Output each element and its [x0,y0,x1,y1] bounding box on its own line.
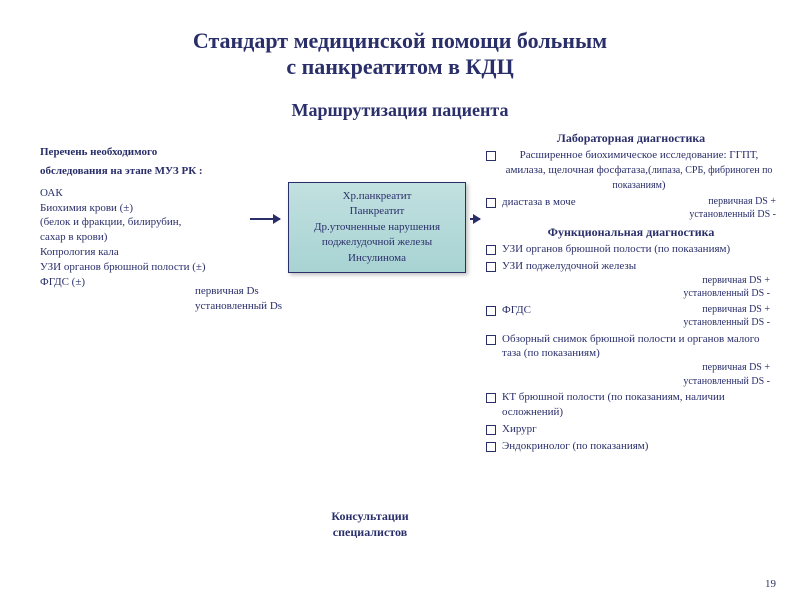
lab-header: Лабораторная диагностика [486,130,776,146]
center-l5: Инсулинома [293,251,461,266]
left-column: Перечень необходимого обследования на эт… [40,145,250,290]
center-l2: Панкреатит [293,204,461,219]
left-header-1: Перечень необходимого [40,145,250,160]
lab-item-2: диастаза в моче первичная DS + установле… [486,195,776,222]
left-header-2: обследования на этапе МУЗ РК : [40,164,250,179]
lab-item-2a: диастаза в моче [502,196,576,208]
center-l1: Хр.панкреатит [293,189,461,204]
func-item-3-note: первичная DS + установленный DS - [683,303,776,330]
func-header: Функциональная диагностика [486,224,776,240]
lab-item-1c: ) [662,179,666,191]
func-list: УЗИ органов брюшной полости (по показани… [486,242,776,454]
consult-item-2: Эндокринолог (по показаниям) [486,439,776,454]
left-list: ОАК Биохимия крови (±) (белок и фракции,… [40,186,250,290]
lab-list: Расширенное биохимическое исследование: … [486,148,776,222]
center-diagnosis-box: Хр.панкреатит Панкреатит Др.уточненные н… [288,182,466,273]
func-item-2-text: УЗИ поджелудочной железы [502,260,636,272]
ds-note: первичная Ds установленный Ds [195,284,282,314]
page-title: Стандарт медицинской помощи больным с па… [0,28,800,80]
center-l4: поджелудочной железы [293,235,461,250]
consult-item-1: Хирург [486,422,776,437]
func-item-4-text: Обзорный снимок брюшной полости и органо… [502,333,760,360]
func-item-2-note: первичная DS + установленный DS - [502,274,776,301]
consult-label: Консультации специалистов [300,508,440,540]
func-item-3-text: ФГДС [502,304,531,316]
lab-item-1: Расширенное биохимическое исследование: … [486,148,776,193]
arrow-left-to-center [250,218,280,220]
func-item-1: УЗИ органов брюшной полости (по показани… [486,242,776,257]
func-item-3: ФГДС первичная DS + установленный DS - [486,303,776,330]
func-item-5: КТ брюшной полости (по показаниям, налич… [486,390,776,420]
lab-item-2b: первичная DS + установленный DS - [689,195,776,222]
right-column: Лабораторная диагностика Расширенное био… [486,130,776,456]
title-line-2: с панкреатитом в КДЦ [0,54,800,80]
page-number: 19 [765,578,776,590]
arrow-center-to-right [470,218,480,220]
page-subtitle: Маршрутизация пациента [0,100,800,121]
center-l3: Др.уточненные нарушения [293,220,461,235]
func-item-4-note: первичная DS + установленный DS - [502,361,776,388]
title-line-1: Стандарт медицинской помощи больным [0,28,800,54]
func-item-2: УЗИ поджелудочной железы первичная DS + … [486,259,776,301]
func-item-4: Обзорный снимок брюшной полости и органо… [486,332,776,389]
